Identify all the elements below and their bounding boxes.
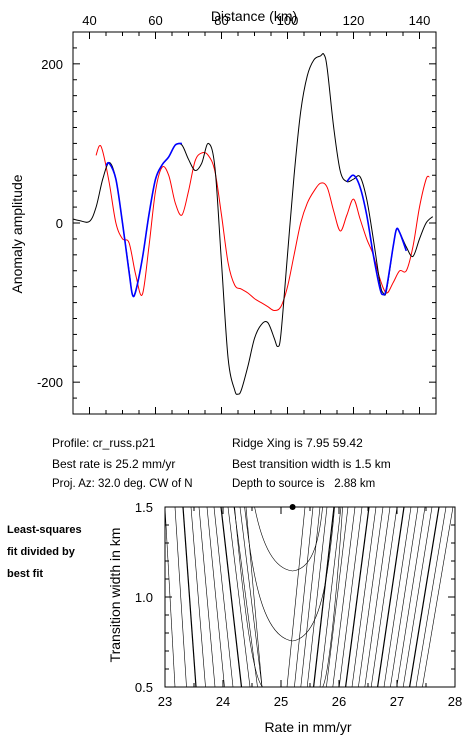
y-tick-label: 200	[41, 57, 63, 72]
contour-line	[326, 506, 349, 688]
x-axis-title: Distance (km)	[211, 8, 297, 24]
contour-line	[415, 506, 447, 688]
anomaly-chart: 40 60 80 100 120 140 200 0 -200 Distance (km) An…	[9, 8, 437, 415]
contour-line	[300, 506, 321, 688]
contour-line	[206, 506, 225, 688]
contour-line	[220, 506, 243, 688]
contour-line	[306, 506, 328, 688]
contour-y-tick-label: 0.5	[135, 680, 153, 695]
contour-line	[254, 506, 323, 572]
profile-label: Profile: cr_russ.p21	[52, 436, 156, 450]
side-label-line-2: fit divided by	[7, 546, 75, 558]
contour-x-tick-label: 28	[448, 694, 462, 709]
contour-line	[286, 506, 306, 688]
x-tick-label: 60	[148, 13, 162, 28]
contour-line	[409, 506, 440, 688]
y-tick-label: -200	[37, 375, 63, 390]
side-label-line-3: best fit	[7, 568, 44, 580]
contour-line	[396, 506, 426, 688]
contour-line	[332, 506, 356, 688]
series-line-0	[72, 53, 434, 395]
contour-x-tick-label: 23	[158, 694, 172, 709]
contour-line	[234, 506, 263, 688]
contour-x-tick-label: 26	[332, 694, 346, 709]
side-label-line-1: Least-squares	[7, 524, 82, 536]
contour-line	[182, 506, 197, 688]
contour-line	[370, 506, 398, 688]
contour-line	[351, 506, 377, 688]
contour-line	[227, 506, 251, 688]
contour-line	[358, 506, 384, 688]
contour-line	[402, 506, 433, 688]
best-rate-label: Best rate is 25.2 mm/yr	[52, 457, 176, 471]
contour-line	[233, 506, 258, 688]
contour-line	[319, 506, 342, 688]
x-tick-label: 80	[214, 13, 228, 28]
contour-x-axis-title: Rate in mm/yr	[264, 719, 351, 735]
contour-line	[198, 506, 216, 688]
contour-line	[364, 506, 391, 688]
contour-x-tick-label: 25	[274, 694, 288, 709]
contour-line	[345, 506, 370, 688]
ridge-crossing-label: Ridge Xing is 7.95 59.42	[232, 436, 363, 450]
x-tick-label: 140	[409, 13, 431, 28]
contour-line	[313, 506, 335, 688]
contour-y-tick-label: 1.5	[135, 500, 153, 515]
x-tick-label: 120	[343, 13, 365, 28]
contour-line	[390, 506, 419, 688]
contour-line	[383, 506, 412, 688]
y-axis-title: Anomaly amplitude	[9, 174, 25, 293]
contour-line	[174, 506, 187, 688]
plot-frame	[72, 31, 437, 415]
x-tick-label: 40	[82, 13, 96, 28]
contour-line	[377, 506, 405, 688]
contour-line	[338, 506, 363, 688]
x-tick-label: 100	[277, 13, 299, 28]
contour-y-tick-label: 1.0	[135, 590, 153, 605]
contour-x-tick-label: 27	[390, 694, 404, 709]
contour-line	[422, 506, 454, 688]
contour-line	[294, 506, 314, 688]
series-line-2	[346, 174, 408, 296]
contour-x-tick-label: 24	[216, 694, 230, 709]
best-width-label: Best transition width is 1.5 km	[232, 457, 391, 471]
contour-line	[244, 506, 335, 642]
projection-azimuth-label: Proj. Az: 32.0 deg. CW of N	[52, 478, 193, 490]
contour-line	[190, 506, 206, 688]
contour-line	[322, 506, 343, 688]
y-tick-label: 0	[56, 216, 63, 231]
depth-label: Depth to source is 2.88 km	[232, 478, 376, 490]
contour-line	[213, 506, 234, 688]
contour-line	[239, 506, 263, 688]
contour-y-axis-title: Transition width in km	[107, 528, 123, 663]
series-line-1	[105, 142, 183, 298]
misfit-contour-chart: 23 24 25 26 27 28 1.5 1.0 0.5 Rate in mm/yr Tran…	[107, 500, 462, 735]
